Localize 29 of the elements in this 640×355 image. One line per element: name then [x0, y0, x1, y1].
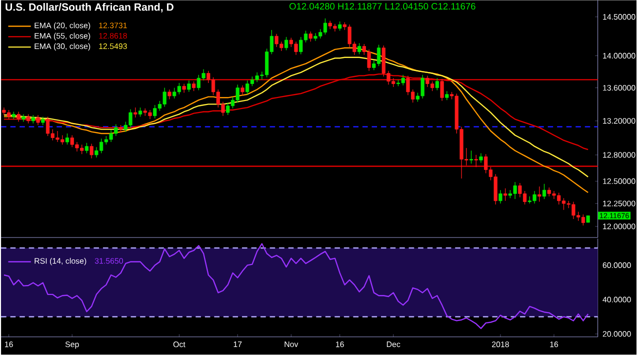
candlestick [168, 89, 172, 100]
candlestick [36, 114, 40, 126]
candlestick [474, 154, 478, 168]
candlestick [469, 150, 474, 164]
candlestick [187, 80, 191, 92]
candlestick [84, 142, 89, 154]
candlestick [445, 90, 449, 101]
annotation: O12.04280 H12.11877 L12.04150 C12.11676 [290, 3, 476, 10]
candlestick [192, 81, 196, 92]
candlestick [479, 153, 483, 164]
candlestick [538, 186, 542, 202]
candlestick [240, 85, 244, 96]
candlestick [284, 36, 288, 51]
candlestick [338, 21, 342, 32]
candlestick [504, 188, 508, 202]
candlestick [435, 78, 439, 91]
candlestick [22, 114, 26, 122]
candlestick [498, 190, 502, 204]
candlestick [90, 144, 94, 159]
candlestick [138, 107, 142, 118]
candlestick [440, 78, 444, 102]
chart-title: U.S. Dollar/South African Rand, D [6, 3, 174, 12]
candlestick [357, 42, 362, 55]
candlestick [134, 107, 138, 118]
candlestick [308, 31, 312, 42]
candlestick [16, 112, 20, 122]
candlestick [542, 184, 546, 200]
candlestick [65, 133, 70, 146]
candlestick [26, 114, 30, 124]
